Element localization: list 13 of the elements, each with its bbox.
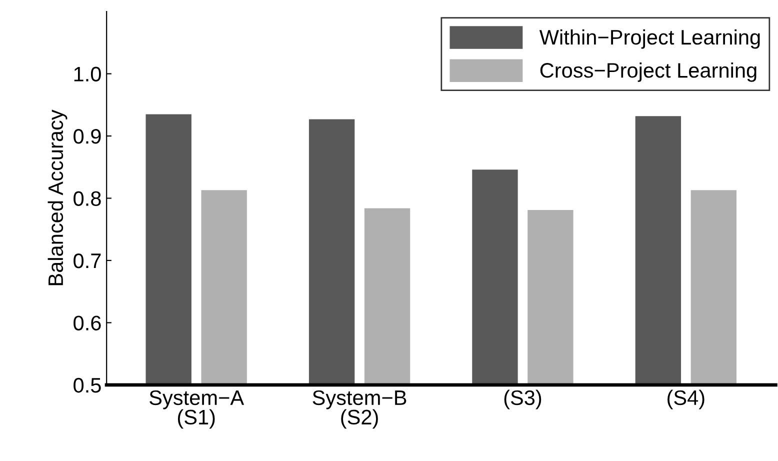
y-tick-label: 0.8 — [74, 191, 101, 206]
y-tick-label: 0.7 — [74, 253, 101, 268]
y-tick-label: 0.9 — [74, 128, 101, 144]
legend-label: Within−Project Learning — [539, 29, 760, 49]
y-tick-label: 1.0 — [74, 66, 101, 82]
y-tick-label: 0.5 — [74, 378, 101, 393]
y-axis-title: Balanced Accuracy — [48, 110, 68, 286]
x-tick-label: (S3) — [504, 390, 542, 410]
y-tick-label: 0.6 — [74, 316, 101, 330]
x-tick-label: System−A (S1) — [150, 390, 244, 429]
legend-label: Cross−Project Learning — [540, 62, 756, 82]
x-tick-label: (S4) — [668, 390, 704, 410]
x-tick-label: System−B (S2) — [312, 390, 406, 429]
